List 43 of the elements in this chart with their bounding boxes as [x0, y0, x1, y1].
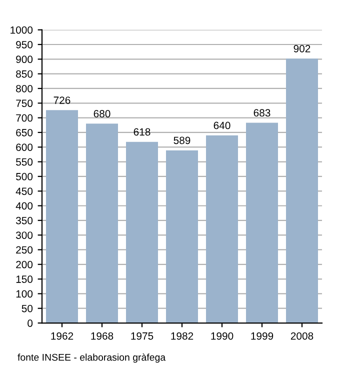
y-tick-label: 800 [16, 84, 33, 92]
data-label: 726 [54, 96, 70, 104]
data-label: 640 [214, 122, 230, 130]
y-tick-label: 450 [16, 188, 33, 195]
x-tick-label: 2008 [290, 332, 314, 340]
y-tick-label: 300 [16, 232, 33, 239]
y-tick-label: 850 [16, 70, 33, 78]
y-tick-label: 50 [22, 304, 33, 312]
y-tick-label: 400 [16, 202, 33, 210]
bar [86, 124, 118, 324]
y-tick-label: 250 [16, 246, 33, 254]
y-tick-label: 0 [28, 320, 33, 327]
y-tick-label: 700 [16, 114, 33, 122]
y-tick-label: 950 [16, 41, 33, 48]
x-tick-label: 1999 [251, 332, 274, 340]
y-tick-label: 650 [16, 128, 33, 136]
x-tick-label: 1968 [91, 332, 114, 340]
x-tick-label: 1975 [131, 332, 154, 340]
source-note: fonte INSEE - elaborasion gràfega [18, 353, 166, 363]
bar [126, 142, 158, 324]
bar [206, 135, 238, 324]
y-tick-label: 150 [16, 276, 33, 283]
data-label: 902 [294, 44, 310, 52]
y-tick-label: 600 [16, 144, 33, 151]
data-label: 683 [254, 109, 270, 117]
data-label: 618 [134, 128, 150, 136]
bar [246, 122, 278, 324]
data-label: 680 [94, 110, 110, 118]
bar [166, 150, 198, 324]
y-tick-label: 500 [16, 172, 33, 180]
y-tick-label: 1000 [10, 26, 33, 34]
y-tick-label: 550 [16, 158, 33, 166]
x-tick-label: 1990 [211, 332, 234, 340]
y-tick-label: 350 [16, 216, 33, 224]
y-tick-label: 900 [16, 56, 33, 64]
y-tick-label: 200 [16, 260, 33, 268]
y-tick-label: 750 [16, 100, 33, 108]
y-tick-label: 100 [16, 290, 33, 298]
data-label: 589 [174, 136, 190, 144]
x-tick-label: 1962 [51, 332, 74, 340]
bar [286, 58, 318, 324]
bar [46, 110, 78, 324]
x-tick-label: 1982 [171, 332, 194, 340]
